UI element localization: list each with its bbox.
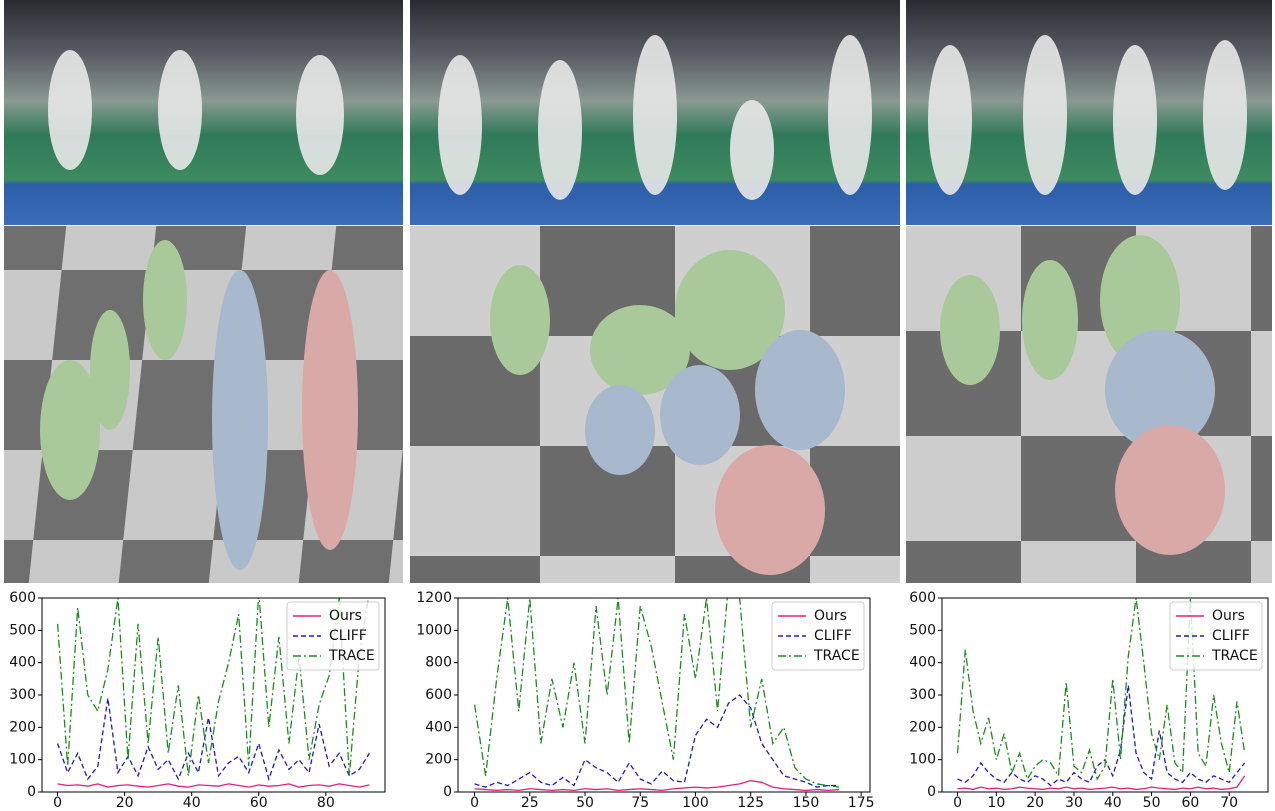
y-tick-label: 200 <box>909 719 936 735</box>
y-tick-label: 600 <box>425 687 452 703</box>
x-tick-label: 10 <box>987 795 1005 811</box>
y-tick-label: 600 <box>909 590 936 606</box>
lines <box>56 598 370 788</box>
x-tick-label: 80 <box>317 795 335 811</box>
mesh-ours <box>40 235 1180 500</box>
chart: 0 100 200 300 400 500 600 0 10 20 30 40 50 60 70 Ours CL… <box>909 590 1269 811</box>
x-tick-label: 75 <box>631 795 649 811</box>
y-tick-label: 500 <box>9 622 36 638</box>
x-tick-label: 50 <box>1143 795 1161 811</box>
y-tick-label: 0 <box>27 784 36 800</box>
plot-frame <box>457 597 871 793</box>
x-tick-label: 175 <box>848 795 875 811</box>
y-tick-label: 300 <box>909 687 936 703</box>
y-tick-label: 300 <box>9 687 36 703</box>
legend-label: Ours <box>814 608 847 624</box>
series-line <box>957 685 1246 787</box>
lines <box>473 598 840 792</box>
series-line <box>474 694 840 788</box>
x-tick-label: 125 <box>737 795 764 811</box>
x-tick-label: 40 <box>1104 795 1122 811</box>
series-line <box>57 783 370 788</box>
x-tick-label: 0 <box>53 795 62 811</box>
series-line <box>56 698 370 782</box>
series-line <box>957 775 1246 791</box>
mesh-clif <box>212 270 1215 570</box>
legend-box <box>286 601 380 671</box>
y-tick-label: 500 <box>909 622 936 638</box>
y-tick-label: 1200 <box>416 590 452 606</box>
people <box>48 35 1247 200</box>
legend-box <box>1169 601 1263 671</box>
legend-label: TRACE <box>328 648 375 664</box>
legend-label: Ours <box>1212 608 1245 624</box>
x-tick-label: 50 <box>576 795 594 811</box>
legend-label: CLIFF <box>814 628 852 644</box>
y-tick-label: 0 <box>443 784 452 800</box>
plot-frame <box>941 597 1269 793</box>
x-tick-label: 60 <box>250 795 268 811</box>
y-tick-label: 800 <box>425 655 452 671</box>
legend-label: TRACE <box>1211 648 1258 664</box>
x-tick-label: 25 <box>521 795 539 811</box>
legend-label: Ours <box>329 608 362 624</box>
x-tick-label: 60 <box>1181 795 1199 811</box>
x-tick-label: 20 <box>1026 795 1044 811</box>
y-tick-label: 100 <box>909 752 936 768</box>
y-tick-label: 400 <box>425 719 452 735</box>
render-row <box>4 226 1272 583</box>
x-tick-label: 20 <box>116 795 134 811</box>
x-tick-label: 30 <box>1065 795 1083 811</box>
x-tick-label: 0 <box>953 795 962 811</box>
chart: 0 100 200 300 400 500 600 0 20 40 60 80 Ours CLIFF TRA… <box>9 590 386 811</box>
y-tick-label: 0 <box>927 784 936 800</box>
x-tick-label: 100 <box>682 795 709 811</box>
legend-box <box>771 601 865 671</box>
legend-label: CLIFF <box>329 628 367 644</box>
x-tick-label: 40 <box>183 795 201 811</box>
x-tick-label: 70 <box>1220 795 1238 811</box>
lines <box>956 598 1246 791</box>
photo-row <box>4 0 1272 225</box>
y-tick-label: 200 <box>9 719 36 735</box>
series-line <box>473 598 840 788</box>
x-tick-label: 150 <box>793 795 820 811</box>
y-tick-label: 100 <box>9 752 36 768</box>
series-line <box>56 598 370 776</box>
plot-frame <box>41 597 386 793</box>
y-tick-label: 600 <box>9 590 36 606</box>
x-tick-label: 0 <box>470 795 479 811</box>
y-tick-label: 400 <box>9 655 36 671</box>
legend-label: TRACE <box>813 648 860 664</box>
legend-label: CLIFF <box>1212 628 1250 644</box>
y-tick-label: 400 <box>909 655 936 671</box>
mesh-trace <box>302 270 1225 575</box>
chart: 0 200 400 600 800 1000 1200 0 25 50 75 100 125 150 175… <box>416 590 875 811</box>
y-tick-label: 200 <box>425 752 452 768</box>
series-line <box>474 780 840 792</box>
y-tick-label: 1000 <box>416 622 452 638</box>
